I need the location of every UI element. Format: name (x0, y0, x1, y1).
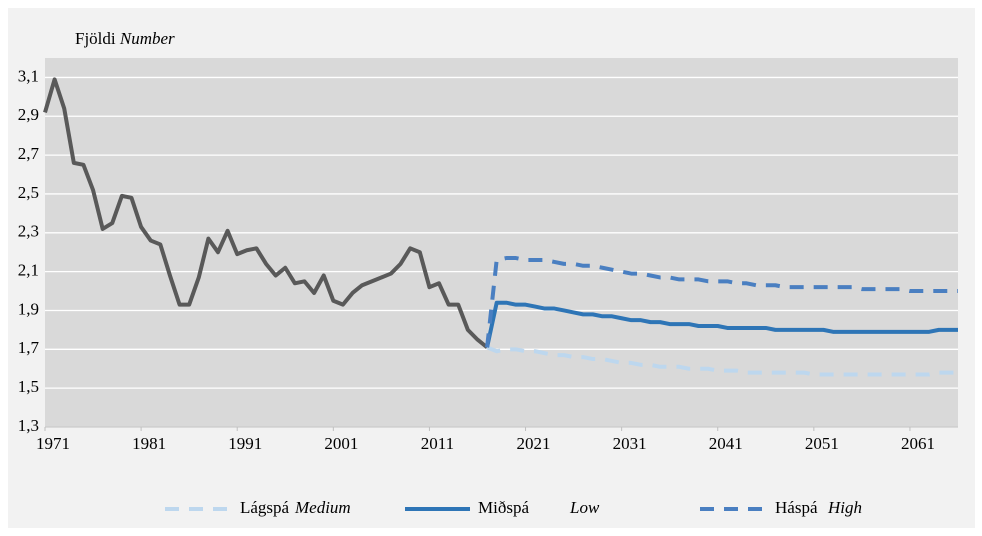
legend-label-en: Medium (294, 498, 351, 517)
y-tick-label: 2,1 (18, 261, 39, 280)
x-tick-label: 2031 (613, 434, 647, 453)
x-tick-label: 1991 (228, 434, 262, 453)
legend-label: Miðspá (478, 498, 529, 517)
y-tick-label: 2,5 (18, 183, 39, 202)
x-tick-label: 2011 (421, 434, 454, 453)
x-tick-label: 2051 (805, 434, 839, 453)
y-axis-title-en: Number (119, 29, 175, 48)
y-tick-label: 2,3 (18, 222, 39, 241)
y-tick-label: 1,9 (18, 299, 39, 318)
x-tick-label: 2001 (324, 434, 358, 453)
x-tick-label: 2021 (517, 434, 551, 453)
y-tick-label: 2,7 (18, 144, 40, 163)
y-tick-label: 1,3 (18, 416, 39, 435)
y-axis-title: Fjöldi Number (75, 29, 175, 48)
series-line (485, 256, 958, 348)
y-axis-title-is: Fjöldi (75, 29, 116, 48)
x-tick-label: 2061 (901, 434, 935, 453)
x-tick-label: 2041 (709, 434, 743, 453)
legend-label-en: High (827, 498, 862, 517)
series-line (486, 345, 958, 377)
legend-label-en: Low (569, 498, 600, 517)
y-tick-label: 2,9 (18, 105, 39, 124)
series-line (485, 300, 958, 348)
y-tick-label: 1,5 (18, 377, 39, 396)
series-line (43, 77, 489, 349)
plot-area (45, 58, 958, 427)
y-tick-label: 1,7 (18, 338, 40, 357)
x-tick-label: 1981 (132, 434, 166, 453)
x-tick-label: 1971 (36, 434, 70, 453)
legend-label: Háspá (775, 498, 818, 517)
y-tick-label: 3,1 (18, 66, 39, 85)
legend-label: Lágspá (240, 498, 290, 517)
